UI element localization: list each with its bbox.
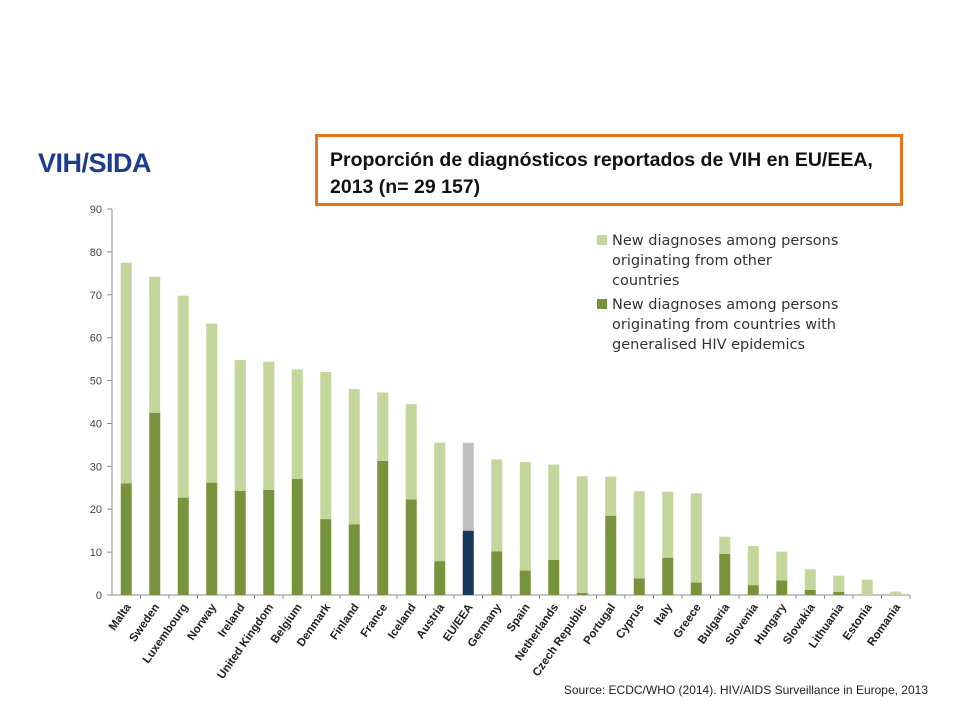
bar-generalised-czech-republic: [576, 592, 588, 595]
chart-title: Proporción de diagnósticos reportados de…: [330, 149, 873, 198]
bar-generalised-luxembourg: [177, 497, 189, 595]
bar-other-greece: [690, 493, 702, 583]
legend-entry-label: New diagnoses among persons originating …: [612, 233, 843, 289]
legend-swatch: [597, 299, 607, 309]
bar-generalised-italy: [662, 557, 674, 595]
bar-generalised-ireland: [234, 490, 246, 595]
bar-generalised-malta: [120, 483, 132, 595]
section-brand-title: VIH/SIDA: [38, 148, 152, 178]
bar-other-slovenia: [747, 546, 759, 586]
bar-generalised-norway: [206, 482, 218, 595]
y-tick-label: 20: [90, 504, 102, 516]
y-tick-label: 80: [90, 247, 102, 259]
bar-generalised-slovakia: [804, 589, 816, 595]
category-label: United Kingdom: [215, 602, 276, 682]
bar-other-france: [377, 392, 389, 461]
bar-other-norway: [206, 323, 218, 483]
bar-generalised-eu-eea: [462, 530, 474, 595]
category-label: Iceland: [386, 602, 419, 641]
chart-title-box: Proporción de diagnósticos reportados de…: [315, 134, 903, 206]
bar-generalised-belgium: [291, 478, 303, 595]
category-label: Malta: [107, 601, 134, 632]
source-note: Source: ECDC/WHO (2014). HIV/AIDS Survei…: [563, 683, 928, 697]
chart-bars: [120, 262, 902, 595]
bar-generalised-hungary: [776, 580, 788, 595]
y-tick-label: 90: [90, 204, 102, 216]
bar-other-italy: [662, 491, 674, 558]
legend-swatch: [597, 235, 607, 245]
bar-other-bulgaria: [719, 536, 731, 554]
bar-other-austria: [434, 442, 446, 562]
bar-other-slovakia: [804, 569, 816, 590]
bar-generalised-austria: [434, 561, 446, 595]
y-tick-label: 60: [90, 333, 102, 345]
y-tick-label: 0: [96, 590, 102, 602]
bar-other-estonia: [861, 579, 873, 595]
y-tick-label: 10: [90, 547, 102, 559]
category-label: Cyprus: [614, 602, 647, 641]
bar-other-czech-republic: [576, 476, 588, 593]
bar-other-portugal: [605, 476, 617, 516]
bar-other-netherlands: [548, 464, 560, 560]
bar-other-united-kingdom: [263, 361, 275, 490]
category-label: Finland: [328, 602, 361, 642]
bar-generalised-united-kingdom: [263, 489, 275, 595]
y-tick-label: 30: [90, 461, 102, 473]
bar-generalised-bulgaria: [719, 553, 731, 595]
category-label: Italy: [652, 601, 675, 627]
category-label: Spain: [505, 602, 533, 635]
bar-generalised-greece: [690, 582, 702, 595]
bar-other-lithuania: [833, 575, 845, 592]
bar-other-germany: [491, 459, 503, 552]
bar-other-malta: [120, 262, 132, 484]
bar-other-ireland: [234, 359, 246, 491]
bar-generalised-slovenia: [747, 585, 759, 595]
bar-other-romania: [890, 591, 902, 595]
bar-generalised-cyprus: [633, 578, 645, 595]
bar-other-denmark: [320, 371, 332, 520]
y-tick-label: 70: [90, 290, 102, 302]
bar-generalised-sweden: [149, 412, 161, 595]
bar-other-luxembourg: [177, 295, 189, 498]
bar-other-iceland: [405, 404, 417, 500]
bar-generalised-spain: [519, 570, 531, 595]
category-label: Norway: [186, 601, 220, 642]
bar-generalised-netherlands: [548, 559, 560, 595]
bar-generalised-lithuania: [833, 591, 845, 595]
y-tick-label: 50: [90, 376, 102, 388]
bar-generalised-france: [377, 460, 389, 595]
bar-generalised-germany: [491, 551, 503, 595]
chart-legend: New diagnoses among persons originating …: [597, 233, 843, 353]
bar-other-finland: [348, 389, 360, 525]
bar-generalised-finland: [348, 524, 360, 595]
y-tick-label: 40: [90, 418, 102, 430]
bar-generalised-portugal: [605, 515, 617, 595]
bar-other-belgium: [291, 369, 303, 479]
bar-other-cyprus: [633, 491, 645, 579]
legend-entry-label: New diagnoses among persons originating …: [612, 297, 843, 353]
bar-other-sweden: [149, 276, 161, 413]
bar-generalised-denmark: [320, 519, 332, 595]
bar-other-eu-eea: [462, 442, 474, 531]
bar-other-hungary: [776, 551, 788, 581]
bar-generalised-iceland: [405, 499, 417, 595]
category-labels: MaltaSwedenLuxembourgNorwayIrelandUnited…: [107, 601, 904, 681]
bar-other-spain: [519, 462, 531, 571]
